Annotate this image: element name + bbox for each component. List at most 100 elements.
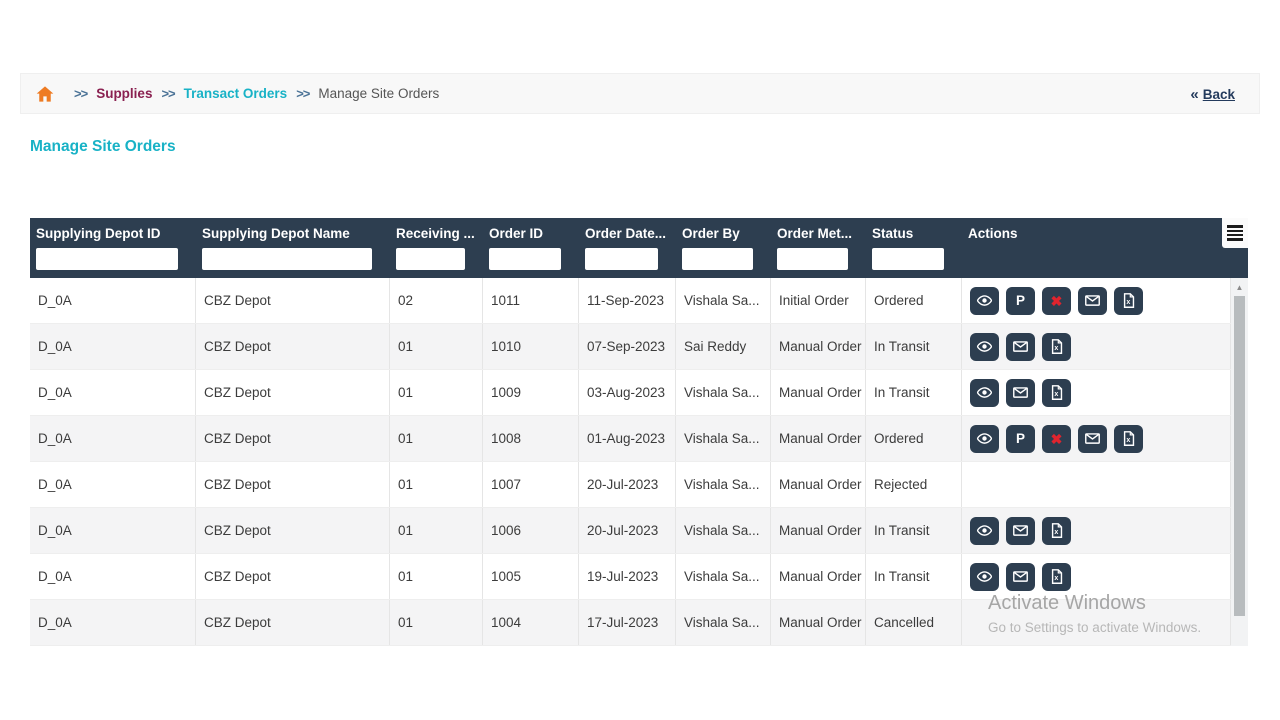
column-header-receiving[interactable]: Receiving ... <box>390 218 483 278</box>
excel-button[interactable]: x <box>1042 562 1071 591</box>
view-button[interactable] <box>970 378 999 407</box>
svg-text:x: x <box>1054 390 1058 398</box>
cell-supplying_depot_name: CBZ Depot <box>196 416 390 461</box>
cell-order_method: Manual Order <box>771 554 866 599</box>
filter-input-supplying_depot_id[interactable] <box>36 248 178 270</box>
view-button[interactable] <box>970 332 999 361</box>
cell-receiving: 01 <box>390 600 483 645</box>
cell-order_id: 1008 <box>483 416 579 461</box>
vertical-scrollbar[interactable]: ▲ <box>1231 278 1248 646</box>
cell-supplying_depot_id: D_0A <box>30 600 196 645</box>
cell-status: Ordered <box>866 416 962 461</box>
filter-input-receiving[interactable] <box>396 248 465 270</box>
column-header-order_method[interactable]: Order Met... <box>771 218 866 278</box>
p-button[interactable]: P <box>1006 424 1035 453</box>
cancel-button[interactable]: ✖ <box>1042 424 1071 453</box>
eye-icon <box>976 387 993 398</box>
excel-button[interactable]: x <box>1114 424 1143 453</box>
cell-status: Rejected <box>866 462 962 507</box>
view-button[interactable] <box>970 286 999 315</box>
filter-input-order_method[interactable] <box>777 248 848 270</box>
cell-order_by: Vishala Sa... <box>676 554 771 599</box>
cell-order_method: Manual Order <box>771 370 866 415</box>
back-link[interactable]: « Back <box>1190 74 1235 115</box>
cell-receiving: 01 <box>390 324 483 369</box>
excel-file-icon: x <box>1123 431 1135 446</box>
mail-button[interactable] <box>1006 516 1035 545</box>
table-header-row: Supplying Depot ID Supplying Depot Name Re… <box>30 218 1248 278</box>
filter-input-status[interactable] <box>872 248 944 270</box>
column-header-status[interactable]: Status <box>866 218 962 278</box>
excel-button[interactable]: x <box>1042 378 1071 407</box>
scrollbar-thumb[interactable] <box>1234 296 1245 616</box>
actions-cell: x <box>962 508 1231 553</box>
column-label-supplying_depot_name: Supplying Depot Name <box>202 226 350 241</box>
filter-input-order_date[interactable] <box>585 248 658 270</box>
cell-order_by: Vishala Sa... <box>676 370 771 415</box>
column-header-order_by[interactable]: Order By <box>676 218 771 278</box>
view-button[interactable] <box>970 562 999 591</box>
envelope-icon <box>1013 571 1028 582</box>
cell-supplying_depot_id: D_0A <box>30 370 196 415</box>
column-label-status: Status <box>872 226 914 241</box>
table-row: D_0A CBZ Depot 01 1009 03-Aug-2023 Vishala Sa… <box>30 370 1231 416</box>
table-row: D_0A CBZ Depot 01 1007 20-Jul-2023 Vishala Sa… <box>30 462 1231 508</box>
table-body: D_0A CBZ Depot 02 1011 11-Sep-2023 Vishala Sa… <box>30 278 1248 646</box>
cell-order_method: Manual Order <box>771 508 866 553</box>
p-button[interactable]: P <box>1006 286 1035 315</box>
cell-receiving: 01 <box>390 416 483 461</box>
mail-button[interactable] <box>1006 562 1035 591</box>
column-label-order_by: Order By <box>682 226 740 241</box>
envelope-icon <box>1085 433 1100 444</box>
breadcrumb-item-supplies[interactable]: Supplies <box>96 86 153 101</box>
breadcrumb-item-transact-orders[interactable]: Transact Orders <box>183 86 288 101</box>
column-label-order_id: Order ID <box>489 226 544 241</box>
cell-order_date: 03-Aug-2023 <box>579 370 676 415</box>
eye-icon <box>976 433 993 444</box>
column-header-supplying_depot_name[interactable]: Supplying Depot Name <box>196 218 390 278</box>
cancel-button[interactable]: ✖ <box>1042 286 1071 315</box>
filter-input-supplying_depot_name[interactable] <box>202 248 372 270</box>
scroll-up-arrow-icon[interactable]: ▲ <box>1235 283 1244 292</box>
filter-input-order_by[interactable] <box>682 248 753 270</box>
cell-status: In Transit <box>866 554 962 599</box>
home-icon[interactable] <box>35 84 55 104</box>
column-header-order_date[interactable]: Order Date... <box>579 218 676 278</box>
hamburger-icon <box>1227 225 1243 241</box>
cell-order_id: 1009 <box>483 370 579 415</box>
mail-button[interactable] <box>1006 378 1035 407</box>
mail-button[interactable] <box>1006 332 1035 361</box>
table-row: D_0A CBZ Depot 01 1004 17-Jul-2023 Vishala Sa… <box>30 600 1231 646</box>
filter-input-order_id[interactable] <box>489 248 561 270</box>
column-header-supplying_depot_id[interactable]: Supplying Depot ID <box>30 218 196 278</box>
actions-cell: x <box>962 370 1231 415</box>
excel-button[interactable]: x <box>1114 286 1143 315</box>
cell-order_id: 1011 <box>483 278 579 323</box>
column-header-order_id[interactable]: Order ID <box>483 218 579 278</box>
cell-receiving: 01 <box>390 508 483 553</box>
cell-order_method: Manual Order <box>771 416 866 461</box>
red-x-icon: ✖ <box>1050 292 1063 309</box>
excel-button[interactable]: x <box>1042 332 1071 361</box>
cell-status: In Transit <box>866 324 962 369</box>
cell-order_by: Vishala Sa... <box>676 508 771 553</box>
column-label-order_method: Order Met... <box>777 226 853 241</box>
breadcrumb: >> Supplies >> Transact Orders >> Manage… <box>20 73 1260 114</box>
letter-p-icon: P <box>1015 431 1025 446</box>
mail-button[interactable] <box>1078 424 1107 453</box>
column-header-actions: Actions <box>962 218 1248 278</box>
back-link-label: Back <box>1202 87 1235 102</box>
cell-supplying_depot_id: D_0A <box>30 324 196 369</box>
eye-icon <box>976 295 993 306</box>
excel-button[interactable]: x <box>1042 516 1071 545</box>
column-menu-button[interactable] <box>1222 218 1248 248</box>
cell-supplying_depot_name: CBZ Depot <box>196 462 390 507</box>
view-button[interactable] <box>970 516 999 545</box>
mail-button[interactable] <box>1078 286 1107 315</box>
actions-cell: x <box>962 324 1231 369</box>
cell-order_by: Vishala Sa... <box>676 600 771 645</box>
excel-file-icon: x <box>1051 385 1063 400</box>
view-button[interactable] <box>970 424 999 453</box>
cell-order_id: 1006 <box>483 508 579 553</box>
